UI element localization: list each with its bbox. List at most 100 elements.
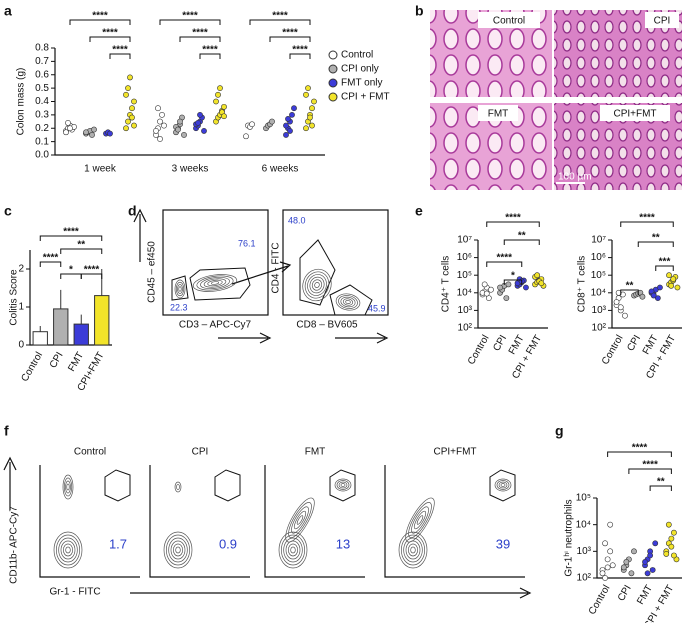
y-tick-label: 10⁵ xyxy=(591,270,606,281)
dot xyxy=(91,126,97,133)
contour xyxy=(280,534,306,566)
contour xyxy=(165,534,191,566)
significance-label: **** xyxy=(92,11,108,22)
flow-box xyxy=(282,209,389,316)
y-tick-label: 10³ xyxy=(592,305,607,316)
contour xyxy=(403,537,423,563)
significance-label: **** xyxy=(639,213,655,224)
dot xyxy=(670,276,677,283)
gate xyxy=(171,275,189,301)
significance-bracket xyxy=(89,36,131,42)
significance-label: **** xyxy=(192,28,208,39)
axis-label: CD8 – BV605 xyxy=(296,320,358,331)
histology-label: Control xyxy=(493,16,525,27)
contour xyxy=(304,271,330,299)
axis xyxy=(39,465,140,578)
contour xyxy=(413,510,427,530)
dot xyxy=(622,312,628,319)
significance-label: * xyxy=(69,265,73,276)
significance-bracket xyxy=(159,19,221,25)
significance-bracket xyxy=(620,289,639,295)
dot xyxy=(215,91,221,98)
dot xyxy=(309,122,315,129)
x-tick-label: Control xyxy=(600,333,626,366)
contour xyxy=(283,537,303,563)
contour xyxy=(177,284,183,294)
dot xyxy=(639,293,646,300)
dot xyxy=(607,521,614,528)
contour xyxy=(60,540,76,560)
contour xyxy=(285,497,315,543)
gate xyxy=(329,284,373,316)
contour xyxy=(285,540,301,560)
dot xyxy=(107,130,113,137)
y-axis-label: Colitis Score xyxy=(9,269,20,326)
dot xyxy=(644,570,651,577)
dot xyxy=(668,535,675,542)
dot xyxy=(620,564,627,571)
y-tick-label: 0.2 xyxy=(35,123,49,134)
significance-label: **** xyxy=(112,45,128,56)
contour xyxy=(58,537,78,563)
legend-label: Control xyxy=(341,50,373,61)
dot xyxy=(129,114,135,121)
contour xyxy=(55,534,81,566)
significance-label: ** xyxy=(518,231,526,242)
dot xyxy=(283,132,289,138)
dot xyxy=(127,74,133,81)
axis-label: CD45 – ef450 xyxy=(147,241,158,303)
panel-label: c xyxy=(4,203,12,219)
significance-label: ** xyxy=(657,477,665,488)
contour xyxy=(338,481,348,489)
arrow xyxy=(335,332,389,344)
gate xyxy=(489,469,516,502)
dot xyxy=(654,295,661,301)
label-bg xyxy=(478,105,518,121)
significance-label: ** xyxy=(77,240,85,251)
dot xyxy=(311,98,317,105)
significance-bracket xyxy=(249,19,311,25)
significance-bracket xyxy=(628,468,672,474)
dot xyxy=(131,122,137,129)
arrow xyxy=(218,332,272,344)
dot xyxy=(602,540,608,547)
y-tick-label: 0.8 xyxy=(35,43,49,54)
significance-bracket xyxy=(39,235,103,241)
histology-label: CPI xyxy=(654,16,671,27)
significance-bracket xyxy=(199,53,221,59)
dot xyxy=(309,105,315,112)
label-bg xyxy=(600,105,670,121)
significance-label: ** xyxy=(626,281,634,292)
significance-label: **** xyxy=(496,253,512,264)
arrow xyxy=(231,261,292,285)
dot xyxy=(83,129,89,136)
significance-bracket xyxy=(69,19,131,25)
y-tick-label: 0.1 xyxy=(35,136,49,147)
significance-bracket xyxy=(503,279,523,285)
significance-label: **** xyxy=(182,11,198,22)
dot xyxy=(249,121,255,128)
y-tick-label: 0.7 xyxy=(35,56,49,67)
contour xyxy=(342,298,354,306)
contour xyxy=(62,474,74,500)
significance-bracket xyxy=(179,36,221,42)
bar xyxy=(53,308,69,346)
dot xyxy=(159,111,165,118)
dot xyxy=(125,85,131,92)
histology: Control CPI FMT CPI+FMT 100 µm xyxy=(430,10,682,190)
significance-label: **** xyxy=(282,28,298,39)
legend-label: CPI + FMT xyxy=(341,92,390,103)
dot xyxy=(657,284,663,291)
dot xyxy=(157,118,163,125)
dot xyxy=(287,128,293,134)
contour xyxy=(408,502,432,538)
plot-title: CPI xyxy=(192,447,209,458)
contour xyxy=(496,480,510,490)
panel-label: g xyxy=(555,423,564,439)
significance-bracket xyxy=(269,36,311,42)
dot xyxy=(628,570,635,577)
legend-marker xyxy=(328,78,338,88)
dot xyxy=(221,103,227,110)
dot xyxy=(613,299,620,305)
plot-title: Control xyxy=(74,447,106,458)
